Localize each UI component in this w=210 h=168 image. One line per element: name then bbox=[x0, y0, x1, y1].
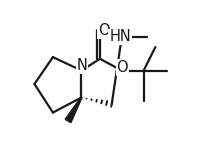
Text: O: O bbox=[98, 23, 110, 38]
Text: HN: HN bbox=[109, 29, 131, 45]
Polygon shape bbox=[65, 97, 82, 123]
Text: O: O bbox=[117, 60, 128, 75]
Text: N: N bbox=[77, 58, 87, 73]
